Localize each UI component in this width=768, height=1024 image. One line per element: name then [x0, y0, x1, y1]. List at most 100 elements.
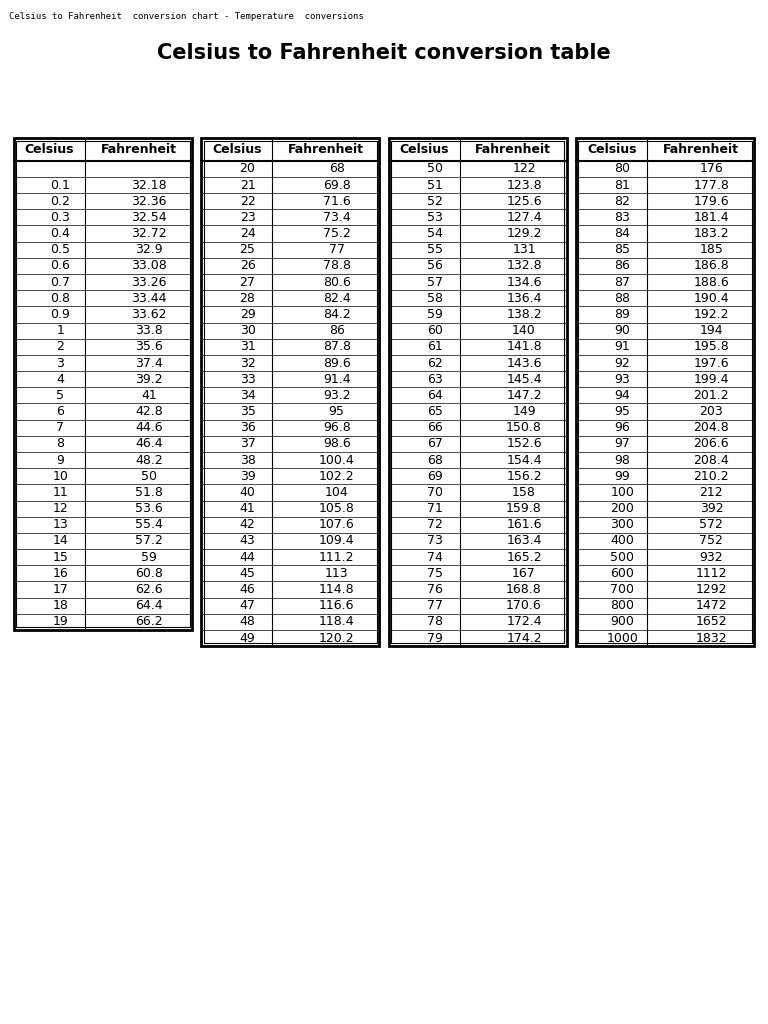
- Bar: [389, 138, 567, 646]
- Text: 99: 99: [614, 470, 631, 482]
- Text: 77: 77: [329, 244, 345, 256]
- Text: 66: 66: [427, 421, 443, 434]
- Text: 176: 176: [700, 163, 723, 175]
- Text: 200: 200: [611, 502, 634, 515]
- Text: 44: 44: [240, 551, 256, 563]
- Text: 1000: 1000: [607, 632, 638, 644]
- Text: 208.4: 208.4: [694, 454, 730, 467]
- Text: 37.4: 37.4: [135, 356, 163, 370]
- Text: 60.8: 60.8: [135, 567, 163, 580]
- Text: 81: 81: [614, 178, 631, 191]
- Text: 0.3: 0.3: [50, 211, 70, 224]
- Text: Fahrenheit: Fahrenheit: [475, 143, 551, 156]
- Text: Celsius to Fahrenheit conversion table: Celsius to Fahrenheit conversion table: [157, 43, 611, 63]
- Text: 168.8: 168.8: [506, 583, 542, 596]
- Text: 29: 29: [240, 308, 256, 321]
- Text: 161.6: 161.6: [506, 518, 541, 531]
- Text: 3: 3: [56, 356, 64, 370]
- Text: 9: 9: [56, 454, 64, 467]
- Text: 34: 34: [240, 389, 256, 401]
- Text: 0.8: 0.8: [50, 292, 70, 305]
- Text: 21: 21: [240, 178, 256, 191]
- Text: 165.2: 165.2: [506, 551, 542, 563]
- Text: 84.2: 84.2: [323, 308, 350, 321]
- Text: 32.18: 32.18: [131, 178, 167, 191]
- Text: 109.4: 109.4: [319, 535, 355, 548]
- Text: 4: 4: [56, 373, 64, 386]
- Text: 163.4: 163.4: [506, 535, 541, 548]
- Text: 92: 92: [614, 356, 631, 370]
- Text: 68: 68: [329, 163, 345, 175]
- Text: 195.8: 195.8: [694, 340, 730, 353]
- Text: 145.4: 145.4: [506, 373, 542, 386]
- Text: 95: 95: [614, 406, 631, 418]
- Text: 102.2: 102.2: [319, 470, 355, 482]
- Text: 51: 51: [427, 178, 443, 191]
- Text: 111.2: 111.2: [319, 551, 354, 563]
- Text: 50: 50: [141, 470, 157, 482]
- Text: 46: 46: [240, 583, 256, 596]
- Text: 129.2: 129.2: [506, 227, 541, 240]
- Text: 1112: 1112: [696, 567, 727, 580]
- Text: Fahrenheit: Fahrenheit: [663, 143, 739, 156]
- Text: 41: 41: [240, 502, 256, 515]
- Text: 33.44: 33.44: [131, 292, 167, 305]
- Text: 1472: 1472: [696, 599, 727, 612]
- Text: 32.36: 32.36: [131, 195, 167, 208]
- Text: 93.2: 93.2: [323, 389, 350, 401]
- Text: 45: 45: [240, 567, 256, 580]
- Text: 71: 71: [427, 502, 443, 515]
- Text: 120.2: 120.2: [319, 632, 355, 644]
- Text: 18: 18: [52, 599, 68, 612]
- Text: 65: 65: [427, 406, 443, 418]
- Text: 59: 59: [427, 308, 443, 321]
- Text: 32: 32: [240, 356, 256, 370]
- Text: 26: 26: [240, 259, 256, 272]
- Text: 1: 1: [56, 325, 64, 337]
- Text: 55.4: 55.4: [135, 518, 163, 531]
- Bar: [578, 141, 752, 643]
- Text: 30: 30: [240, 325, 256, 337]
- Text: 932: 932: [700, 551, 723, 563]
- Text: 170.6: 170.6: [506, 599, 542, 612]
- Text: 33.08: 33.08: [131, 259, 167, 272]
- Text: Fahrenheit: Fahrenheit: [101, 143, 177, 156]
- Text: 32.54: 32.54: [131, 211, 167, 224]
- Text: 67: 67: [427, 437, 443, 451]
- Text: 76: 76: [427, 583, 443, 596]
- Text: 87: 87: [614, 275, 631, 289]
- Text: 90: 90: [614, 325, 631, 337]
- Text: 10: 10: [52, 470, 68, 482]
- Text: 35.6: 35.6: [135, 340, 163, 353]
- Text: 51.8: 51.8: [135, 486, 163, 499]
- Bar: [201, 138, 379, 646]
- Text: 87.8: 87.8: [323, 340, 351, 353]
- Text: 752: 752: [700, 535, 723, 548]
- Text: 47: 47: [240, 599, 256, 612]
- Text: 61: 61: [427, 340, 443, 353]
- Text: 203: 203: [700, 406, 723, 418]
- Text: 69: 69: [427, 470, 443, 482]
- Bar: [14, 138, 192, 630]
- Text: 177.8: 177.8: [694, 178, 730, 191]
- Text: 39: 39: [240, 470, 256, 482]
- Text: Fahrenheit: Fahrenheit: [288, 143, 364, 156]
- Text: 86: 86: [614, 259, 631, 272]
- Text: 75: 75: [427, 567, 443, 580]
- Text: 39.2: 39.2: [135, 373, 163, 386]
- Text: 125.6: 125.6: [506, 195, 542, 208]
- Text: 572: 572: [700, 518, 723, 531]
- Text: 19: 19: [52, 615, 68, 629]
- Text: 53.6: 53.6: [135, 502, 163, 515]
- Text: 55: 55: [427, 244, 443, 256]
- Text: 48: 48: [240, 615, 256, 629]
- Text: 63: 63: [427, 373, 443, 386]
- Text: 71.6: 71.6: [323, 195, 350, 208]
- Text: 122: 122: [512, 163, 536, 175]
- Bar: [576, 138, 754, 646]
- Text: 0.5: 0.5: [50, 244, 70, 256]
- Text: 100: 100: [611, 486, 634, 499]
- Text: 6: 6: [56, 406, 64, 418]
- Text: 700: 700: [611, 583, 634, 596]
- Text: 79: 79: [427, 632, 443, 644]
